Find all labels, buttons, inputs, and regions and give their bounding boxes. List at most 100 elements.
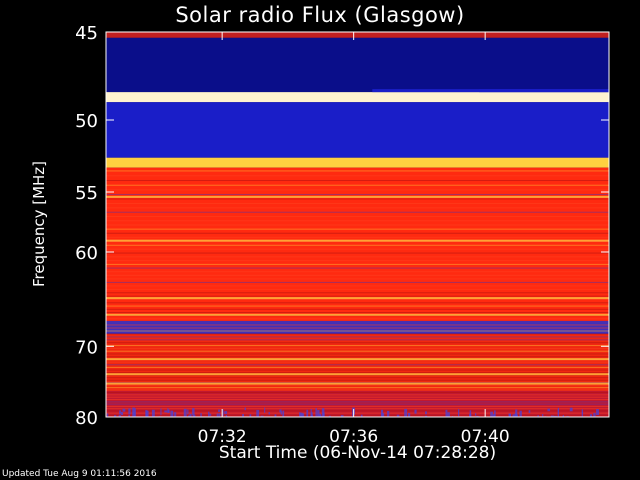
spectral-line (106, 180, 609, 182)
noise-speckle (282, 410, 285, 417)
noise-speckle (347, 416, 349, 417)
bright-channel (106, 358, 609, 361)
spectral-line (106, 369, 609, 371)
bright-channel (106, 195, 609, 198)
frequency-band (106, 167, 609, 321)
noise-speckle (192, 408, 195, 416)
spectral-line (106, 263, 609, 265)
noise-speckle (425, 411, 427, 415)
noise-speckle (424, 415, 428, 417)
x-tick-label: 07:36 (329, 427, 378, 447)
spectral-line (106, 175, 609, 177)
updated-timestamp: Updated Tue Aug 9 01:11:56 2016 (2, 469, 157, 479)
spectral-line (106, 189, 609, 191)
noise-speckle (174, 412, 177, 417)
y-tick-label: 45 (75, 23, 98, 44)
noise-speckle (192, 414, 196, 417)
spectral-line (106, 244, 609, 246)
frequency-band (106, 157, 609, 168)
y-tick-label: 60 (75, 243, 98, 264)
y-tick-label: 70 (75, 337, 98, 358)
noise-speckle (319, 415, 323, 417)
spectral-line (106, 387, 609, 389)
noise-speckle (451, 415, 454, 417)
spectral-line (106, 305, 609, 307)
noise-speckle (242, 414, 244, 417)
noise-speckle (122, 408, 126, 412)
noise-speckle (360, 414, 363, 417)
bright-channel (106, 313, 609, 316)
spectral-line (106, 327, 609, 329)
spectral-line (106, 361, 609, 363)
noise-speckle (476, 415, 479, 417)
noise-speckle (596, 408, 599, 416)
spectral-line (106, 211, 609, 213)
noise-speckle (249, 414, 252, 417)
noise-speckle (458, 409, 460, 417)
spectral-line (106, 256, 609, 258)
spectral-line (106, 401, 609, 403)
spectral-line (106, 312, 609, 313)
noise-speckle (128, 408, 131, 415)
spectral-line (106, 202, 609, 204)
spectral-line (106, 274, 609, 276)
bright-channel (106, 297, 609, 300)
noise-speckle (200, 413, 202, 417)
x-axis-label: Start Time (06-Nov-14 07:28:28) (218, 443, 497, 463)
spectral-line (106, 216, 609, 218)
noise-speckle (114, 415, 117, 417)
noise-speckle (519, 410, 522, 417)
noise-speckle (469, 410, 472, 417)
noise-speckle (407, 412, 411, 417)
spectral-line (106, 321, 609, 323)
noise-speckle (380, 409, 384, 417)
spectral-line (106, 193, 609, 195)
noise-speckle (256, 409, 260, 417)
noise-speckle (547, 408, 551, 412)
spectral-line (106, 207, 609, 209)
noise-speckle (306, 409, 309, 417)
noise-speckle (268, 412, 270, 415)
spectral-line (106, 308, 609, 310)
noise-speckle (537, 415, 539, 417)
spectral-line (106, 252, 609, 254)
spectral-line (106, 394, 609, 396)
noise-speckle (128, 414, 130, 417)
noise-speckle (310, 415, 313, 417)
spectral-line (106, 330, 609, 332)
noise-speckle (274, 414, 277, 417)
noise-speckle (414, 409, 417, 414)
bright-channel (106, 382, 609, 385)
frequency-band (106, 102, 609, 158)
y-axis: 45 50 55 60 70 80 (75, 23, 609, 429)
noise-speckle (589, 414, 593, 417)
noise-speckle (528, 410, 531, 414)
spectral-line (106, 267, 609, 269)
y-tick-label: 50 (75, 111, 98, 132)
noise-speckle (562, 415, 564, 417)
spectral-line (106, 345, 609, 347)
noise-speckle (321, 408, 325, 417)
y-tick-label: 55 (75, 183, 98, 204)
noise-speckle (550, 415, 554, 417)
noise-speckle (264, 407, 266, 413)
noise-speckle (514, 413, 518, 417)
spectral-line (106, 379, 609, 381)
noise-speckle (469, 413, 472, 417)
spectral-line (106, 232, 609, 234)
noise-speckle (132, 412, 135, 415)
noise-speckle (280, 411, 282, 415)
spectral-line (106, 198, 609, 200)
noise-speckle (396, 414, 400, 417)
spectral-line (106, 399, 609, 401)
spectral-line (106, 342, 609, 344)
noise-speckle (262, 416, 266, 417)
spectral-line (106, 366, 609, 368)
spectral-line (106, 403, 609, 405)
spectral-line (106, 333, 609, 335)
spectral-line (106, 410, 609, 412)
noise-speckle (145, 410, 149, 417)
noise-speckle (170, 410, 173, 417)
spectral-line (106, 377, 609, 379)
